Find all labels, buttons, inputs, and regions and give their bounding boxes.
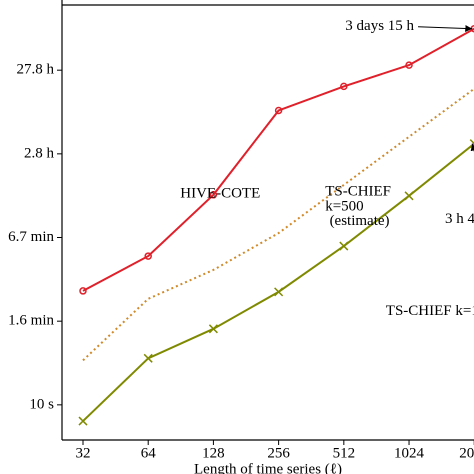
marker [340, 82, 348, 91]
marker [209, 191, 218, 199]
marker [79, 287, 87, 295]
marker [78, 416, 88, 426]
annotation: 3 days 15 h [345, 18, 414, 34]
x-tick-label: 64 [141, 445, 157, 461]
y-tick-label: 2.8 h [24, 145, 55, 161]
marker [404, 191, 414, 201]
annotation: TS-CHIEF [325, 183, 391, 199]
y-tick-label: 27.8 h [17, 62, 55, 78]
y-tick-label: 1.6 min [8, 313, 54, 329]
marker [274, 287, 284, 297]
annotation: HIVE-COTE [180, 186, 260, 202]
marker [208, 324, 218, 334]
annotation: k=500 [325, 199, 363, 215]
series-line [82, 142, 474, 422]
x-axis-label: Length of time series (ℓ) [194, 461, 342, 474]
x-tick-label: 2048 [459, 445, 474, 461]
marker [274, 106, 283, 115]
marker [339, 241, 349, 251]
x-tick-label: 32 [75, 445, 90, 461]
marker [405, 61, 413, 69]
x-tick-label: 1024 [394, 445, 425, 461]
series-line [82, 87, 474, 362]
x-tick-label: 256 [267, 445, 290, 461]
annotation: (estimate) [330, 213, 390, 229]
marker [143, 353, 153, 363]
annotation: TS-CHIEF k=100 [386, 303, 474, 319]
y-tick-label: 10 s [29, 396, 54, 412]
x-tick-label: 512 [333, 445, 356, 461]
series-line [82, 27, 474, 292]
x-tick-label: 128 [202, 445, 225, 461]
marker [144, 252, 152, 260]
annotation: 3 h 41 min [445, 211, 474, 227]
y-tick-label: 6.7 min [8, 229, 54, 245]
annotation-arrow [418, 24, 473, 32]
